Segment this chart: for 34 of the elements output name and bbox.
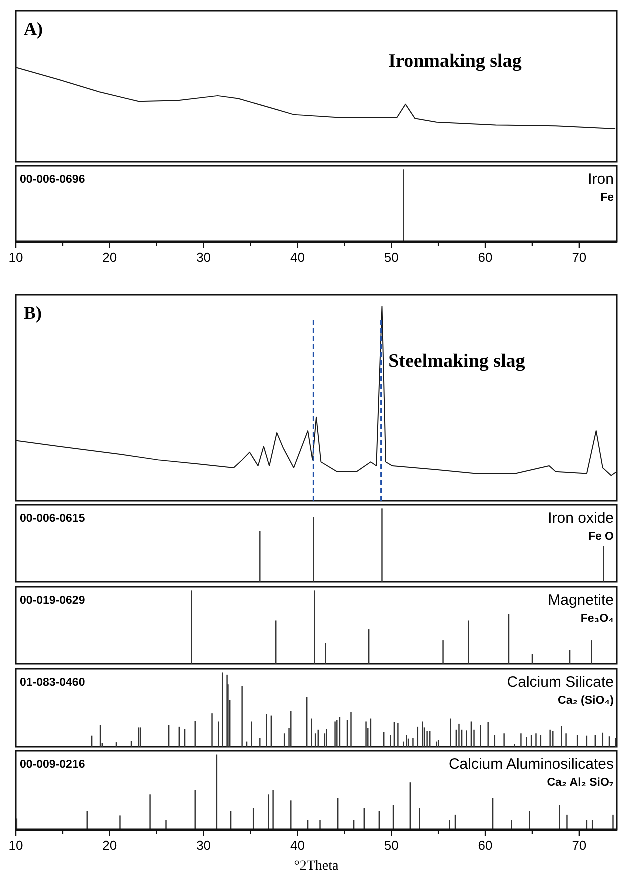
annotation: Steelmaking slag	[388, 351, 526, 372]
annotation: 00-006-0696	[20, 174, 86, 186]
x-tick-label: 10	[8, 250, 24, 265]
x-tick-label: 50	[384, 250, 399, 265]
x-tick-label: 30	[196, 838, 212, 853]
chart-title: B)	[24, 303, 42, 323]
annotation: Fe O	[588, 531, 614, 543]
x-tick-label: 60	[478, 250, 493, 265]
annotation: 01-083-0460	[20, 677, 86, 689]
annotation: Fe	[600, 192, 614, 204]
annotation: Iron	[588, 171, 614, 188]
chart-title: A)	[24, 19, 43, 39]
x-tick-label: 70	[572, 838, 587, 853]
annotation: 00-009-0216	[20, 759, 86, 771]
annotation: Calcium Aluminosilicates	[448, 756, 614, 773]
annotation: 00-019-0629	[20, 595, 86, 607]
annotation: Calcium Silicate	[507, 674, 614, 691]
x-axis-title: °2Theta	[294, 859, 340, 874]
x-tick-label: 20	[102, 838, 118, 853]
annotation: Ca₂ Al₂ SiO₇	[547, 777, 614, 789]
x-tick-label: 50	[384, 838, 399, 853]
x-tick-label: 10	[8, 838, 24, 853]
x-tick-label: 40	[290, 250, 305, 265]
x-tick-label: 40	[290, 838, 305, 853]
x-tick-label: 70	[572, 250, 587, 265]
x-tick-label: 60	[478, 838, 493, 853]
annotation: Fe₃O₄	[580, 613, 614, 625]
annotation: Magnetite	[548, 592, 614, 609]
annotation: 00-006-0615	[20, 513, 86, 525]
annotation: Ironmaking slag	[388, 51, 522, 72]
x-tick-label: 30	[196, 250, 212, 265]
annotation: Iron oxide	[548, 510, 614, 527]
annotation: Ca₂ (SiO₄)	[558, 695, 614, 707]
x-tick-label: 20	[102, 250, 118, 265]
